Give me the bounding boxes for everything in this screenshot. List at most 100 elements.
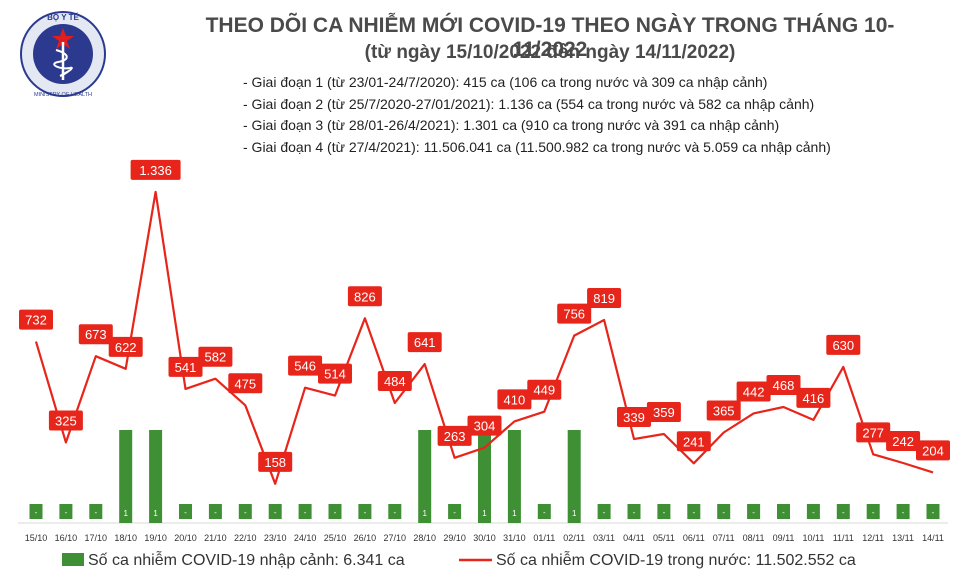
data-label-box xyxy=(676,431,711,452)
phase-notes: - Giai đoạn 1 (từ 23/01-24/7/2020): 415 … xyxy=(243,72,831,158)
bar-placeholder xyxy=(388,504,402,519)
chart-title: THEO DÕI CA NHIỄM MỚI COVID-19 THEO NGÀY… xyxy=(205,14,895,61)
bar-value-label: - xyxy=(304,508,307,517)
data-label-box xyxy=(766,375,801,396)
data-label: 410 xyxy=(504,392,526,407)
data-label: 622 xyxy=(115,340,137,355)
bar-value-label: 1 xyxy=(512,509,517,518)
bar-value-label: 1 xyxy=(123,509,128,518)
x-tick-label: 04/11 xyxy=(623,533,645,543)
data-label: 449 xyxy=(533,383,555,398)
bar-placeholder xyxy=(926,504,940,519)
line-series xyxy=(34,190,934,485)
data-label-box xyxy=(736,381,771,402)
x-tick-label: 28/10 xyxy=(413,533,436,543)
x-tick-label: 26/10 xyxy=(354,533,377,543)
data-label-box xyxy=(347,286,382,307)
bar-placeholder xyxy=(448,504,462,519)
bar-placeholder xyxy=(627,504,641,519)
data-label-box xyxy=(48,410,83,431)
bar-placeholder xyxy=(597,504,611,519)
x-tick-label: 18/10 xyxy=(114,533,137,543)
bar-placeholder xyxy=(238,504,252,519)
data-label-box xyxy=(78,324,113,345)
data-label-box xyxy=(19,309,53,330)
bar-placeholder xyxy=(717,504,731,519)
data-label-box xyxy=(557,303,592,324)
x-tick-label: 03/11 xyxy=(593,533,615,543)
data-label-box xyxy=(130,159,181,180)
data-label-box xyxy=(258,451,293,472)
x-tick-label: 05/11 xyxy=(653,533,675,543)
bar xyxy=(478,430,491,523)
data-label: 475 xyxy=(234,376,256,391)
x-tick-label: 17/10 xyxy=(85,533,108,543)
x-tick-label: 16/10 xyxy=(55,533,78,543)
data-label-box xyxy=(288,355,323,376)
data-label: 1.336 xyxy=(139,163,172,178)
data-label-box xyxy=(527,379,562,400)
bar xyxy=(119,430,133,523)
x-tick-label: 14/11 xyxy=(922,533,944,543)
bar-series: - - - 1 1 - - - - - - - - 1 - 1 1 - 1 - - - - - - - - - - - - xyxy=(29,430,940,523)
x-tick-label: 07/11 xyxy=(713,533,735,543)
bar-value-label: 1 xyxy=(572,509,577,518)
bar-value-label: 1 xyxy=(422,509,427,518)
legend-markers xyxy=(62,553,492,566)
bar xyxy=(418,430,432,523)
data-label: 241 xyxy=(683,434,705,449)
data-label: 204 xyxy=(922,443,944,458)
bar-value-label: 1 xyxy=(482,509,487,518)
bar-placeholder xyxy=(89,504,103,519)
data-label-box xyxy=(108,336,143,357)
bar-value-label: - xyxy=(393,508,396,517)
bar-placeholder xyxy=(747,504,761,519)
svg-text:BỘ Y TẾ: BỘ Y TẾ xyxy=(47,12,79,22)
data-label-box xyxy=(467,415,502,436)
data-label-box xyxy=(168,356,203,377)
x-tick-label: 29/10 xyxy=(443,533,466,543)
x-tick-label: 27/10 xyxy=(384,533,407,543)
data-label-box xyxy=(407,332,442,353)
bar-value-label: - xyxy=(842,508,845,517)
ministry-of-health-logo: BỘ Y TẾ MINISTRY OF HEALTH xyxy=(20,11,106,98)
data-label: 630 xyxy=(832,338,854,353)
bar-placeholder xyxy=(866,504,880,519)
bar xyxy=(507,430,521,523)
x-tick-label: 30/10 xyxy=(473,533,496,543)
bar-placeholder xyxy=(687,504,701,519)
legend-line-label: Số ca nhiễm COVID-19 trong nước: 11.502.… xyxy=(496,552,856,569)
phase-note-4: - Giai đoạn 4 (từ 27/4/2021): 11.506.041… xyxy=(243,138,831,155)
bar-value-label: - xyxy=(94,508,97,517)
data-label-box xyxy=(587,288,622,309)
bar-placeholder xyxy=(806,504,820,519)
data-label: 732 xyxy=(25,313,47,328)
data-label-box xyxy=(796,387,831,408)
data-label: 304 xyxy=(474,419,496,434)
bar-placeholder xyxy=(777,504,790,519)
bar-placeholder xyxy=(657,504,671,519)
bar-placeholder xyxy=(537,504,551,519)
bar-placeholder xyxy=(179,504,192,519)
data-label: 263 xyxy=(444,429,466,444)
x-tick-label: 23/10 xyxy=(264,533,287,543)
x-tick-label: 11/11 xyxy=(833,533,854,543)
data-label: 484 xyxy=(384,374,406,389)
data-label: 819 xyxy=(593,291,615,306)
bar-placeholder xyxy=(328,504,342,519)
data-label: 325 xyxy=(55,413,77,428)
bar-placeholder xyxy=(29,504,43,519)
data-label: 541 xyxy=(175,360,197,375)
bar-value-label: - xyxy=(364,508,367,517)
data-label-box xyxy=(228,373,263,394)
bar-value-label: - xyxy=(902,508,905,517)
phase-note-2: - Giai đoạn 2 (từ 25/7/2020-27/01/2021):… xyxy=(243,95,815,112)
bar xyxy=(567,430,581,523)
x-tick-label: 24/10 xyxy=(294,533,317,543)
data-label-box xyxy=(886,431,921,452)
x-tick-label: 01/11 xyxy=(533,533,555,543)
x-tick-label: 06/11 xyxy=(683,533,705,543)
x-tick-label: 25/10 xyxy=(324,533,347,543)
x-tick-labels: 15/10 16/10 17/10 18/10 19/10 20/10 21/10 22/10… xyxy=(25,533,944,543)
